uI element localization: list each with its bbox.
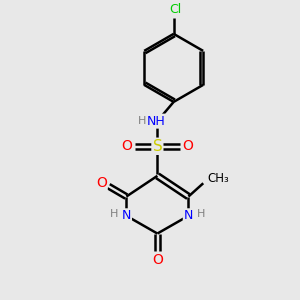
Text: H: H <box>138 116 146 126</box>
Text: H: H <box>110 209 118 219</box>
Text: O: O <box>152 253 163 267</box>
Text: CH₃: CH₃ <box>208 172 230 185</box>
Text: Cl: Cl <box>169 3 181 16</box>
Text: N: N <box>184 209 193 222</box>
Text: N: N <box>122 209 131 222</box>
Text: O: O <box>96 176 106 190</box>
Text: O: O <box>122 139 132 153</box>
Text: H: H <box>197 209 205 219</box>
Text: S: S <box>152 139 162 154</box>
Text: O: O <box>182 139 193 153</box>
Text: NH: NH <box>146 115 165 128</box>
